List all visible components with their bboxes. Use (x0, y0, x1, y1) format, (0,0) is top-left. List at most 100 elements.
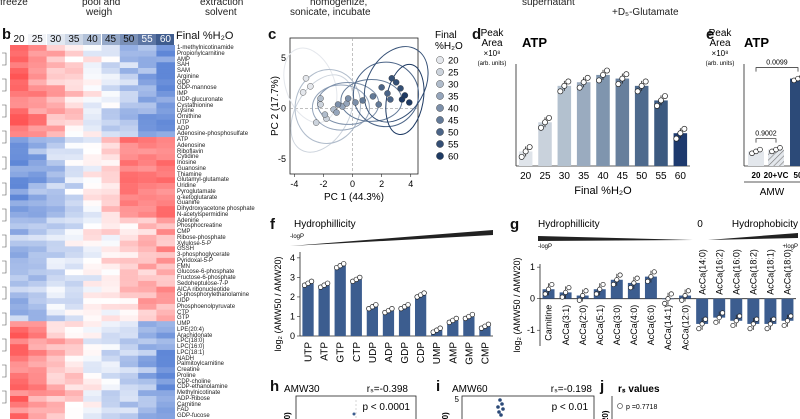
heatmap-row-label: NADH (177, 355, 195, 362)
heatmap-cell (83, 85, 102, 92)
heatmap-cell (83, 332, 102, 339)
acca-replicate-dot (580, 292, 586, 299)
pca-legend-marker (436, 92, 444, 100)
heatmap-cell (156, 332, 175, 339)
heatmap-cell (101, 96, 121, 103)
j-point (617, 403, 623, 409)
heatmap-cell (138, 384, 157, 391)
amw-p-top: 0.0099 (766, 60, 788, 67)
heatmap-cell (64, 160, 84, 167)
pca-point (406, 99, 413, 106)
heatmap-cell (64, 257, 84, 264)
heatmap-cell (83, 246, 102, 253)
heatmap-cell (156, 68, 175, 75)
heatmap-cell (83, 349, 102, 357)
nuc-bar (350, 279, 362, 336)
heatmap-cell (46, 142, 66, 149)
heatmap-cell (64, 349, 84, 357)
heatmap-cell (10, 91, 29, 98)
heatmap-cell (119, 309, 139, 316)
heatmap-row-label: ADP (177, 125, 190, 132)
heatmap-cell (83, 171, 102, 178)
heatmap-cell (156, 326, 175, 333)
heatmap-cell (64, 200, 84, 207)
amw-p-bottom: 0.9002 (755, 131, 777, 138)
h-rs: rₛ=-0.398 (367, 384, 409, 395)
heatmap-cell (46, 309, 66, 316)
heatmap-cell (138, 303, 157, 310)
pca-xtick-label: 0 (350, 179, 355, 189)
atp-replicate-dot (557, 88, 564, 95)
dendrogram-branch (2, 338, 7, 352)
nuc-xtick-label: GMP (464, 342, 475, 365)
acca-replicate-dot (702, 316, 708, 322)
heatmap-cell (138, 56, 157, 63)
heatmap-cell (83, 413, 102, 419)
heatmap-cell (101, 263, 121, 270)
heatmap-cell (119, 298, 139, 305)
atp-bar (538, 122, 552, 166)
heatmap-cell (138, 321, 157, 328)
heatmap-cell (28, 390, 47, 397)
nuc-xtick-label: UTP (304, 342, 315, 362)
heatmap-cell (119, 85, 139, 92)
heatmap-cell (10, 390, 29, 397)
heatmap-cell (46, 148, 66, 155)
heatmap-cell (119, 194, 139, 201)
nuc-xtick-label: ADP (384, 342, 395, 363)
heatmap-cell (46, 321, 66, 328)
heatmap-cell (10, 292, 29, 299)
heatmap-cell (28, 102, 47, 109)
heatmap-cell (28, 79, 47, 86)
heatmap-cell (10, 384, 29, 391)
heatmap-cell (46, 252, 66, 259)
heatmap-row-label: Thiamine (177, 171, 202, 178)
heatmap-cell (138, 183, 157, 190)
heatmap-cell (28, 217, 47, 224)
heatmap-row-label: Adenosine-phosphosulfate (177, 131, 249, 138)
acca-replicate-dot (614, 277, 620, 283)
heatmap-cell (46, 56, 66, 63)
heatmap-cell (64, 183, 84, 190)
heatmap-row-label: Inosine (177, 160, 197, 167)
heatmap-cell (119, 217, 139, 224)
dendrogram-branch (2, 390, 7, 404)
heatmap-cell (46, 275, 66, 282)
heatmap-cell (119, 206, 139, 213)
amw-sig-bracket-top (755, 67, 799, 72)
heatmap-row-label: Pyroglutamate (177, 188, 216, 195)
heatmap-cell (28, 73, 47, 80)
atp-x-axis-label: Final %H₂O (574, 185, 632, 197)
heatmap-cell (138, 401, 157, 408)
heatmap-cell (28, 119, 47, 126)
heatmap-cell (10, 309, 29, 316)
pca-legend-label: 20 (448, 56, 459, 67)
nuc-xtick-label: ATP (320, 342, 331, 361)
heatmap-cell (46, 137, 66, 144)
heatmap-cell (64, 96, 84, 103)
heatmap-cell (83, 263, 102, 270)
heatmap-cell (138, 292, 157, 299)
heatmap-cell (46, 79, 66, 86)
heatmap-cell (138, 108, 157, 115)
heatmap-cell (101, 165, 121, 172)
heatmap-row-label: Fructose-6-phosphate (177, 275, 236, 282)
heatmap-cell (119, 275, 139, 282)
acca-replicate-dot (733, 318, 739, 324)
heatmap-cell (83, 401, 102, 408)
nuc-bar (302, 283, 314, 336)
heatmap-cell (119, 326, 139, 333)
acca-title-right: Hydrophobicity (732, 219, 798, 230)
heatmap-cell (28, 108, 47, 115)
heatmap-row-label: Glucose-6-phosphate (177, 269, 235, 276)
heatmap-cell (83, 50, 102, 57)
heatmap-cell (46, 326, 66, 333)
heatmap-cell (156, 349, 175, 357)
heatmap-cell (156, 240, 175, 247)
heatmap-cell (64, 372, 84, 380)
heatmap-cell (101, 401, 121, 408)
acca-replicate-dot (716, 315, 722, 321)
heatmap-cell (46, 62, 66, 69)
heatmap-cell (156, 303, 175, 310)
heatmap-cell (46, 349, 66, 357)
